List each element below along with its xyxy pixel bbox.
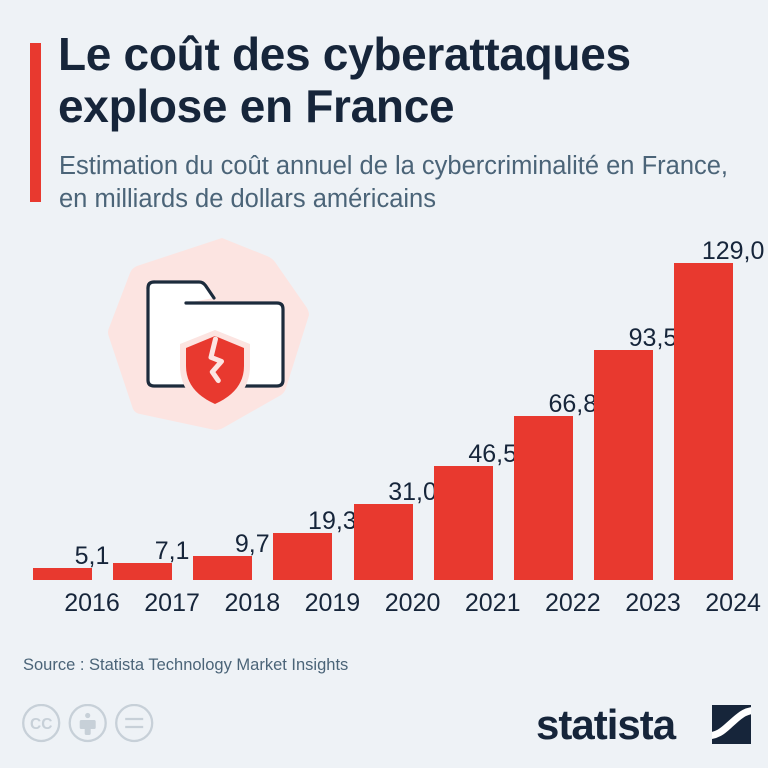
svg-text:CC: CC xyxy=(30,716,52,733)
svg-text:statista: statista xyxy=(536,701,677,748)
